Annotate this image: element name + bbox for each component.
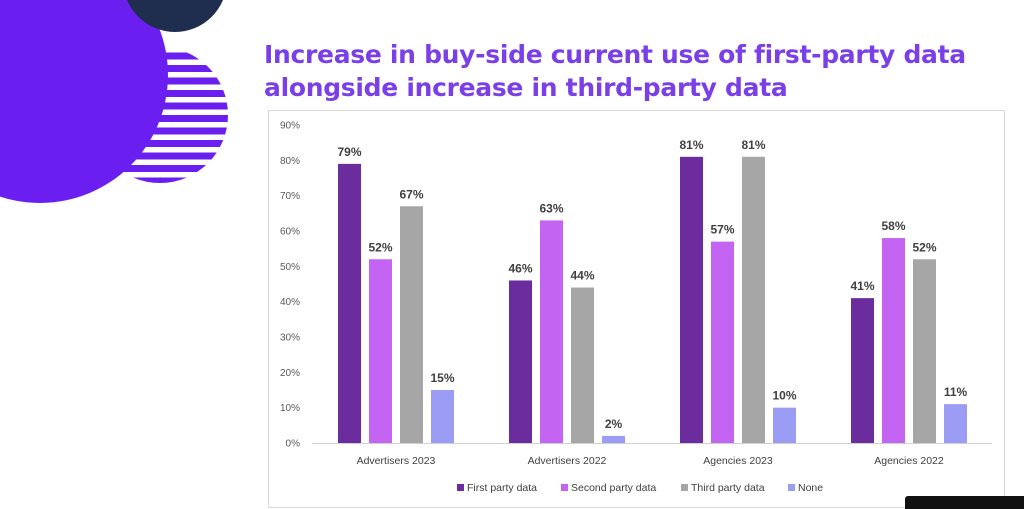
bar bbox=[680, 156, 703, 444]
legend-label: Second party data bbox=[571, 482, 656, 494]
bar bbox=[773, 407, 796, 443]
legend-label: None bbox=[798, 482, 823, 494]
bar bbox=[509, 280, 532, 443]
video-overlay-corner bbox=[905, 496, 1024, 509]
legend-label: First party data bbox=[467, 482, 537, 494]
x-category-label: Agencies 2022 bbox=[874, 455, 944, 467]
data-label: 46% bbox=[508, 261, 532, 275]
data-label: 11% bbox=[944, 385, 968, 399]
legend-swatch bbox=[788, 484, 795, 491]
data-label: 58% bbox=[881, 219, 905, 233]
slide-title-line-2: alongside increase in third-party data bbox=[264, 73, 788, 102]
data-label: 57% bbox=[710, 223, 734, 237]
data-label: 81% bbox=[741, 138, 765, 152]
x-category-label: Advertisers 2023 bbox=[357, 455, 436, 467]
bar bbox=[431, 390, 454, 443]
bar bbox=[540, 220, 563, 443]
data-label: 67% bbox=[399, 187, 423, 201]
data-label: 52% bbox=[912, 240, 936, 254]
stripe bbox=[92, 177, 228, 183]
bar bbox=[338, 163, 361, 443]
legend-swatch bbox=[561, 484, 568, 491]
legend-swatch bbox=[457, 484, 464, 491]
bar bbox=[944, 404, 967, 443]
bar bbox=[602, 435, 625, 443]
y-tick-label: 90% bbox=[280, 121, 300, 132]
x-category-label: Agencies 2023 bbox=[703, 455, 773, 467]
stripe bbox=[92, 140, 228, 147]
y-tick-label: 10% bbox=[280, 403, 300, 414]
data-label: 41% bbox=[850, 279, 874, 293]
data-label: 10% bbox=[772, 389, 796, 403]
y-tick-label: 80% bbox=[280, 156, 300, 167]
stripe bbox=[92, 152, 228, 160]
legend-label: Third party data bbox=[691, 482, 765, 494]
bar bbox=[742, 156, 765, 444]
legend-swatch bbox=[681, 484, 688, 491]
slide-title-line-1: Increase in buy-side current use of firs… bbox=[264, 40, 966, 69]
purple-circle-decoration bbox=[0, 0, 168, 203]
y-tick-label: 60% bbox=[280, 227, 300, 238]
bar bbox=[711, 241, 734, 443]
slide-title: Increase in buy-side current use of firs… bbox=[264, 38, 966, 104]
decorative-shapes bbox=[0, 0, 228, 203]
bar bbox=[851, 298, 874, 443]
bar bbox=[913, 259, 936, 443]
data-label: 63% bbox=[539, 201, 563, 215]
navy-circle-decoration bbox=[127, 0, 223, 32]
bar bbox=[882, 238, 905, 443]
data-label: 2% bbox=[605, 417, 623, 431]
bar bbox=[400, 206, 423, 443]
x-category-label: Advertisers 2022 bbox=[528, 455, 607, 467]
stripe bbox=[92, 127, 228, 135]
y-tick-label: 70% bbox=[280, 191, 300, 202]
bar bbox=[571, 287, 594, 443]
stripe bbox=[92, 165, 228, 172]
y-tick-label: 0% bbox=[286, 439, 301, 450]
data-label: 44% bbox=[570, 269, 594, 283]
y-tick-label: 20% bbox=[280, 368, 300, 379]
bar bbox=[369, 259, 392, 443]
data-label: 81% bbox=[679, 138, 703, 152]
data-label: 79% bbox=[337, 145, 361, 159]
data-label: 52% bbox=[368, 240, 392, 254]
y-tick-label: 40% bbox=[280, 297, 300, 308]
y-tick-label: 30% bbox=[280, 333, 300, 344]
data-label: 15% bbox=[430, 371, 454, 385]
y-tick-label: 50% bbox=[280, 262, 300, 273]
